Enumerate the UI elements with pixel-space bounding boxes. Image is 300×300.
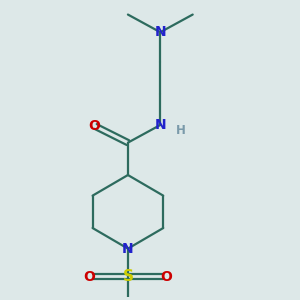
Text: O: O bbox=[88, 119, 100, 134]
Text: N: N bbox=[154, 118, 166, 132]
Text: O: O bbox=[160, 270, 172, 283]
Text: N: N bbox=[122, 242, 134, 256]
Text: N: N bbox=[154, 25, 166, 39]
Text: O: O bbox=[84, 270, 96, 283]
Text: H: H bbox=[176, 124, 186, 137]
Text: S: S bbox=[122, 269, 134, 284]
